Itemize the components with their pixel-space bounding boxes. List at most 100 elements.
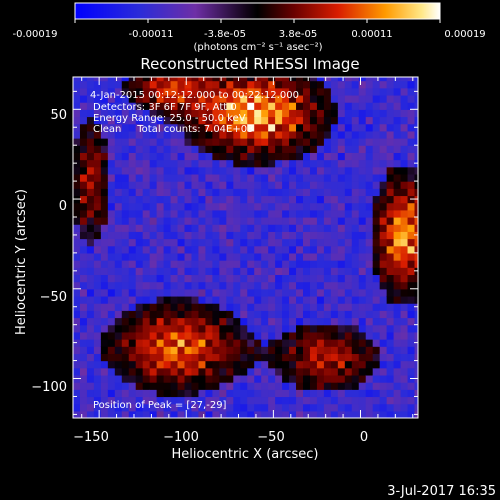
annotation-total-counts: Clean Total counts: 7.04E+03: [93, 124, 253, 135]
heatmap-cell: [163, 303, 172, 311]
heatmap-cell: [261, 295, 269, 304]
heatmap-cell: [79, 396, 88, 405]
heatmap-cell: [282, 267, 290, 276]
heatmap-cell: [240, 281, 248, 290]
heatmap-cell: [247, 202, 255, 211]
heatmap-cell: [177, 80, 186, 89]
heatmap-cell: [184, 346, 193, 354]
heatmap-cell: [93, 224, 102, 232]
heatmap-cell: [309, 317, 318, 326]
heatmap-cell: [386, 403, 395, 412]
heatmap-cell: [296, 202, 304, 211]
heatmap-cell: [344, 209, 353, 218]
heatmap-cell: [261, 195, 269, 204]
heatmap-cell: [170, 209, 179, 218]
heatmap-cell: [170, 360, 179, 369]
heatmap-cell: [351, 181, 360, 189]
heatmap-cell: [414, 109, 418, 118]
heatmap-cell: [107, 202, 116, 211]
heatmap-cell: [323, 310, 332, 319]
heatmap-cell: [289, 202, 297, 211]
heatmap-cell: [184, 224, 193, 232]
heatmap-cell: [198, 216, 207, 225]
heatmap-cell: [344, 145, 353, 153]
heatmap-cell: [309, 382, 318, 390]
heatmap-cell: [296, 102, 304, 110]
heatmap-cell: [93, 188, 102, 197]
heatmap-cell: [282, 102, 290, 110]
heatmap-cell: [73, 94, 81, 103]
heatmap-cell: [407, 260, 416, 268]
heatmap-cell: [282, 346, 290, 354]
heatmap-cell: [386, 252, 395, 261]
heatmap-cell: [275, 274, 283, 283]
heatmap-cell: [282, 317, 290, 326]
heatmap-cell: [261, 410, 269, 418]
heatmap-cell: [149, 389, 158, 398]
heatmap-cell: [386, 224, 395, 232]
heatmap-cell: [170, 138, 179, 146]
heatmap-cell: [282, 252, 290, 261]
heatmap-cell: [135, 231, 144, 240]
heatmap-cell: [156, 331, 165, 340]
heatmap-cell: [400, 267, 409, 276]
heatmap-cell: [379, 252, 388, 261]
x-tick-label: −150: [73, 430, 109, 445]
heatmap-cell: [330, 159, 339, 168]
heatmap-cell: [351, 274, 360, 283]
heatmap-cell: [303, 202, 311, 211]
heatmap-cell: [135, 403, 144, 412]
heatmap-cell: [163, 295, 172, 304]
heatmap-cell: [400, 403, 409, 412]
heatmap-cell: [219, 353, 227, 362]
heatmap-cell: [282, 410, 290, 418]
heatmap-cell: [296, 281, 304, 290]
heatmap-cell: [275, 195, 283, 204]
heatmap-cell: [254, 130, 262, 139]
heatmap-cell: [156, 181, 165, 189]
heatmap-cell: [372, 159, 381, 168]
heatmap-cell: [177, 310, 186, 319]
heatmap-cell: [79, 295, 88, 304]
heatmap-cell: [121, 159, 130, 168]
heatmap-cell: [205, 410, 213, 418]
heatmap-cell: [73, 77, 81, 82]
heatmap-cell: [303, 353, 311, 362]
heatmap-cell: [275, 353, 283, 362]
heatmap-cell: [358, 353, 367, 362]
heatmap-cell: [316, 295, 325, 304]
heatmap-cell: [358, 274, 367, 283]
heatmap-cell: [86, 267, 95, 276]
heatmap-cell: [309, 360, 318, 369]
heatmap-cell: [247, 152, 255, 161]
heatmap-cell: [323, 288, 332, 297]
heatmap-cell: [330, 389, 339, 398]
heatmap-cell: [275, 181, 283, 189]
heatmap-cell: [135, 324, 144, 333]
heatmap-cell: [261, 130, 269, 139]
heatmap-cell: [184, 324, 193, 333]
heatmap-cell: [282, 396, 290, 405]
heatmap-cell: [86, 109, 95, 118]
heatmap-cell: [170, 94, 179, 103]
heatmap-cell: [191, 188, 200, 197]
heatmap-cell: [135, 238, 144, 247]
heatmap-cell: [149, 288, 158, 297]
heatmap-cell: [219, 382, 227, 390]
heatmap-image: [73, 77, 418, 418]
heatmap-cell: [247, 123, 255, 132]
heatmap-cell: [219, 346, 227, 354]
heatmap-cell: [323, 260, 332, 268]
heatmap-cell: [309, 181, 318, 189]
heatmap-cell: [100, 295, 109, 304]
heatmap-cell: [261, 181, 269, 189]
heatmap-cell: [93, 310, 102, 319]
heatmap-cell: [247, 367, 255, 376]
heatmap-cell: [393, 130, 402, 139]
heatmap-cell: [400, 116, 409, 125]
heatmap-cell: [351, 324, 360, 333]
heatmap-cell: [191, 331, 200, 340]
heatmap-cell: [351, 396, 360, 405]
heatmap-cell: [379, 353, 388, 362]
heatmap-cell: [191, 216, 200, 225]
